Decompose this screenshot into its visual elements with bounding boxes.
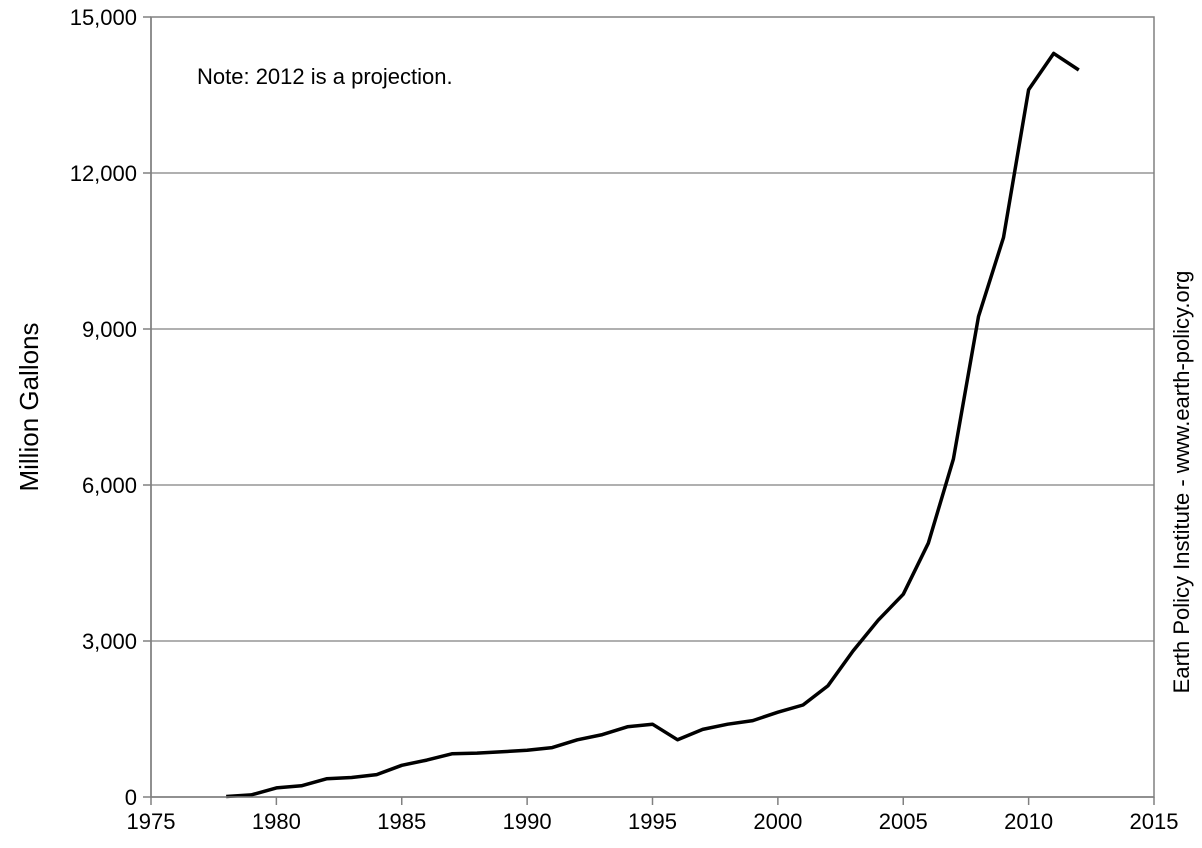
x-tick-label: 2000	[753, 809, 802, 834]
source-credit: Earth Policy Institute - www.earth-polic…	[1169, 271, 1194, 694]
x-tick-label: 1980	[252, 809, 301, 834]
projection-note: Note: 2012 is a projection.	[197, 64, 453, 89]
y-tick-label: 15,000	[70, 5, 137, 30]
x-tick-label: 1975	[127, 809, 176, 834]
y-tick-label: 3,000	[82, 629, 137, 654]
y-tick-label: 12,000	[70, 161, 137, 186]
series-group	[226, 51, 1080, 799]
x-axis-ticks: 1975 1980 1985 1990 1995 2000 2005 2010 2015	[127, 797, 1179, 834]
y-axis-ticks: 0 3,000 6,000 9,000 12,000 15,000	[70, 5, 151, 810]
series-line	[226, 51, 1080, 799]
y-tick-label: 6,000	[82, 473, 137, 498]
y-axis-title: Million Gallons	[14, 322, 44, 491]
y-tick-label: 9,000	[82, 317, 137, 342]
x-tick-label: 2010	[1004, 809, 1053, 834]
x-tick-label: 2005	[879, 809, 928, 834]
x-tick-label: 2015	[1130, 809, 1179, 834]
plot-area	[150, 16, 1155, 798]
x-tick-label: 1990	[503, 809, 552, 834]
x-tick-label: 1985	[377, 809, 426, 834]
y-tick-label: 0	[125, 785, 137, 810]
x-tick-label: 1995	[628, 809, 677, 834]
gridlines	[151, 172, 1154, 642]
